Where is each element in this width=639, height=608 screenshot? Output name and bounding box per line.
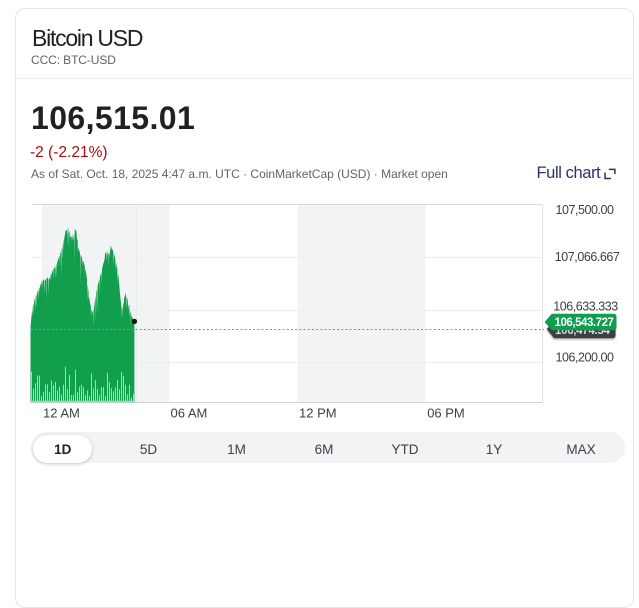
svg-text:12 PM: 12 PM [299,405,337,420]
svg-text:106,633.333: 106,633.333 [553,299,618,313]
svg-text:106,200.00: 106,200.00 [556,351,615,365]
svg-text:106,543.727: 106,543.727 [555,317,614,329]
svg-text:107,066.667: 107,066.667 [555,250,620,264]
svg-text:107,500.00: 107,500.00 [556,203,615,217]
svg-text:06 PM: 06 PM [427,405,465,420]
svg-text:12 AM: 12 AM [43,405,80,420]
svg-text:06 AM: 06 AM [171,405,208,420]
